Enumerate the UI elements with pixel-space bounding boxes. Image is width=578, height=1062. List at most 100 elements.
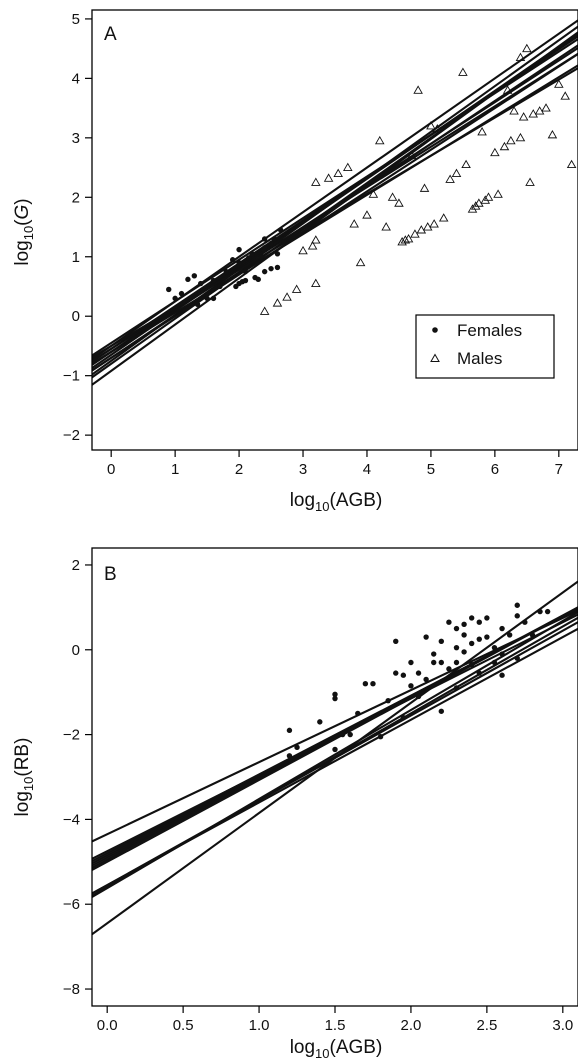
data-point (522, 619, 528, 625)
male-point (506, 135, 516, 145)
fit-line (92, 607, 578, 871)
x-tick-label: 2.0 (401, 1017, 422, 1034)
female-point (191, 273, 198, 279)
male-point (502, 85, 513, 94)
legend-entry-females: Females (457, 321, 522, 340)
female-point (242, 277, 249, 284)
data-point (506, 632, 513, 638)
male-point (554, 79, 564, 88)
x-tick-label: 7 (555, 461, 563, 478)
female-point (242, 268, 249, 275)
x-tick-label: 4 (363, 461, 371, 478)
y-tick-label: −8 (63, 981, 80, 998)
female-point (274, 251, 281, 257)
x-tick-label: 6 (491, 461, 499, 478)
data-point (491, 659, 498, 666)
panel-a-fit-lines (92, 19, 578, 386)
fit-line (92, 627, 578, 895)
female-point (166, 286, 172, 293)
female-point (210, 277, 217, 284)
panel-b-label: B (104, 564, 117, 585)
female-point (261, 236, 268, 242)
panel-a-x-axis: 0 1 2 3 4 5 6 7 (107, 450, 563, 478)
data-point (438, 659, 445, 666)
x-tick-label: 3 (299, 461, 307, 478)
panel-b: 0.0 0.5 1.0 1.5 2.0 2.5 3.0 −8 −6 −4 −2 0 2 B log10… (12, 547, 578, 1061)
female-point (204, 295, 210, 302)
y-tick-label: −2 (63, 427, 80, 444)
y-tick-label: 2 (72, 189, 80, 206)
male-point (259, 306, 270, 315)
data-point (468, 615, 475, 621)
female-point (255, 276, 261, 283)
panel-a-label: A (104, 24, 117, 45)
male-point (426, 121, 436, 130)
y-tick-label: 0 (72, 308, 80, 325)
panel-b-x-axis: 0.0 0.5 1.0 1.5 2.0 2.5 3.0 (97, 1006, 573, 1034)
male-point (333, 168, 343, 177)
male-point (323, 173, 334, 182)
female-point (210, 295, 217, 302)
female-point (271, 236, 277, 242)
male-point (522, 43, 532, 53)
data-point (408, 683, 414, 689)
female-point (268, 265, 274, 272)
data-point (514, 655, 520, 661)
panel-b-fit-lines (92, 580, 578, 936)
data-point (461, 621, 467, 628)
female-point (236, 260, 242, 266)
data-point (286, 727, 293, 734)
data-point (332, 691, 338, 698)
x-tick-label: 1.5 (325, 1017, 346, 1034)
data-point (332, 746, 338, 753)
x-tick-label: 3.0 (552, 1017, 573, 1034)
male-point (432, 124, 443, 133)
male-point (272, 298, 283, 307)
male-point (483, 192, 494, 201)
male-point (470, 201, 481, 210)
y-tick-label: 5 (72, 11, 80, 28)
male-point (307, 241, 318, 250)
x-tick-label: 2 (235, 461, 243, 478)
female-point (229, 257, 236, 263)
y-tick-label: 3 (72, 130, 80, 147)
data-point (499, 651, 505, 657)
male-point (458, 67, 468, 76)
female-point (172, 295, 178, 302)
x-tick-label: 0.0 (97, 1017, 118, 1034)
x-tick-label: 2.5 (476, 1017, 497, 1034)
y-tick-label: 2 (72, 557, 80, 574)
panel-a-x-axis-label: log10(AGB) (290, 490, 383, 514)
data-point (484, 615, 490, 621)
male-point (416, 225, 427, 234)
data-point (393, 670, 399, 676)
data-point (385, 697, 391, 704)
male-point (493, 189, 503, 198)
data-point (408, 659, 414, 666)
male-point (566, 159, 577, 169)
female-point (249, 251, 255, 257)
male-point (467, 204, 478, 213)
data-point (537, 608, 543, 615)
male-point (461, 159, 471, 169)
male-point (311, 278, 321, 287)
data-point (468, 661, 475, 668)
fit-line (92, 613, 578, 860)
male-point (541, 103, 551, 112)
data-point (431, 651, 437, 657)
y-tick-label: −6 (63, 896, 80, 913)
male-point (480, 195, 491, 204)
data-point (453, 659, 460, 666)
data-point (476, 670, 482, 676)
male-point (451, 168, 462, 177)
male-point (406, 150, 417, 160)
male-point (298, 245, 308, 255)
data-point (476, 619, 482, 625)
male-point (374, 135, 385, 145)
male-point (403, 234, 414, 243)
female-point (274, 264, 281, 271)
panel-a-legend: Females Males (415, 314, 555, 379)
male-point (368, 189, 379, 198)
